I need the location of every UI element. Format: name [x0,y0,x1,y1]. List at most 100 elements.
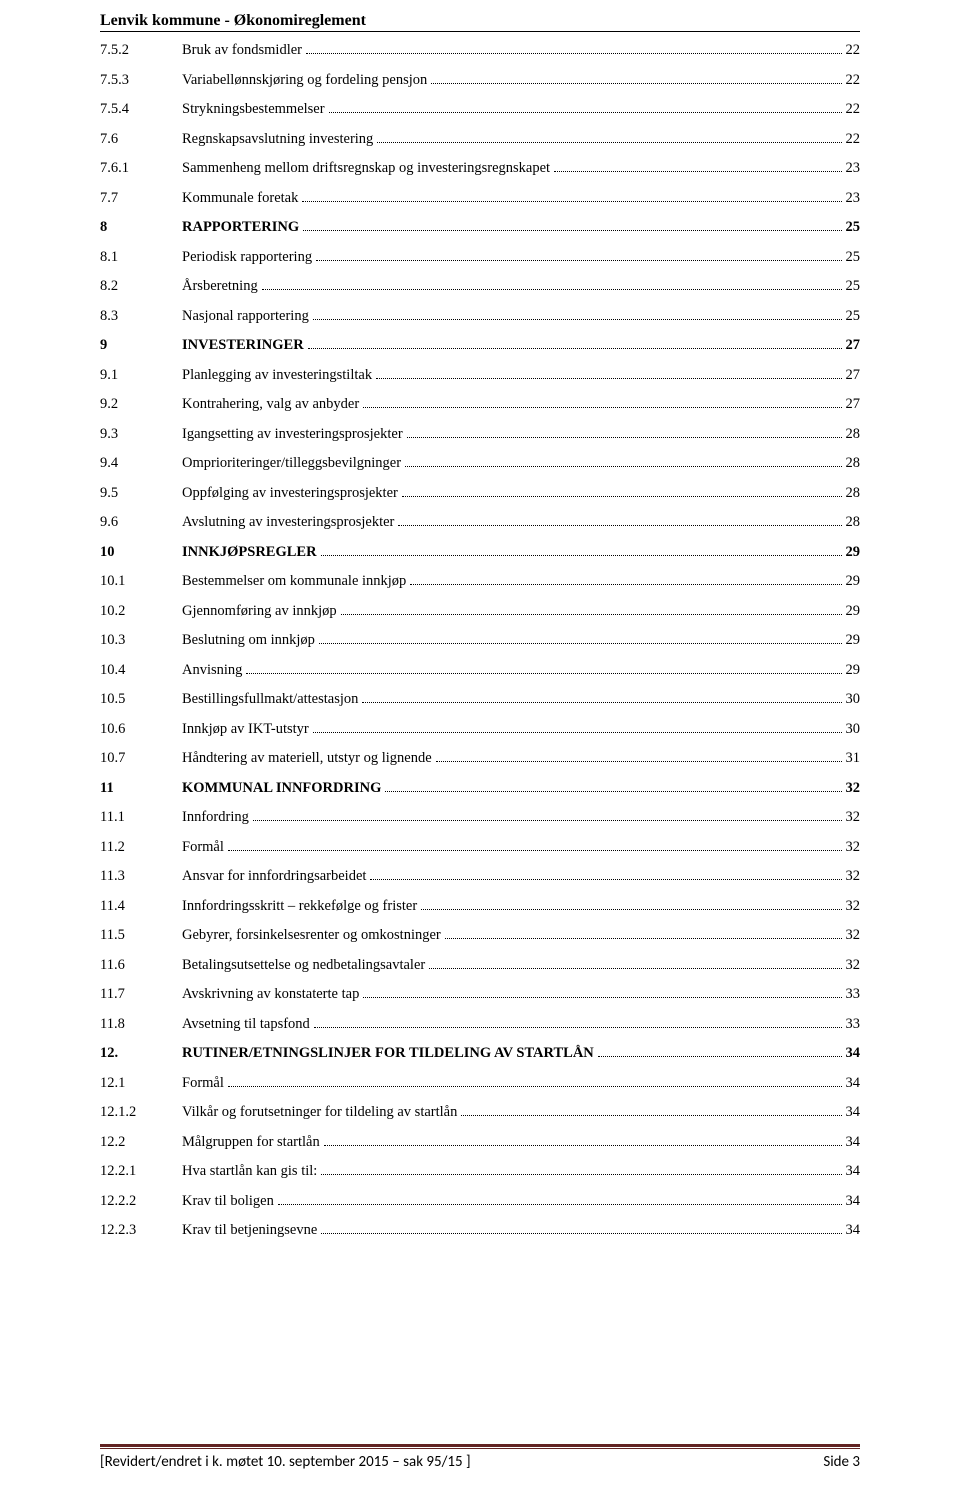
toc-row: 9.1Planlegging av investeringstiltak 27 [100,367,860,384]
toc-leader-dots [431,83,841,84]
toc-label: Bestillingsfullmakt/attestasjon [182,691,358,708]
toc-leader-dots [262,289,842,290]
toc-leader-dots [461,1115,841,1116]
toc-leader-dots [321,1174,841,1175]
toc-page-number: 22 [846,101,861,118]
toc-row: 11KOMMUNAL INNFORDRING 32 [100,780,860,797]
toc-leader-dots [436,761,842,762]
toc-label: Oppfølging av investeringsprosjekter [182,485,398,502]
toc-page-number: 25 [846,219,861,236]
toc-number: 10.7 [100,750,182,767]
toc-page-number: 32 [846,839,861,856]
toc-number: 10 [100,544,182,561]
toc-leader-dots [385,791,841,792]
toc-page-number: 32 [846,898,861,915]
toc-leader-dots [410,584,841,585]
toc-row: 10.5Bestillingsfullmakt/attestasjon 30 [100,691,860,708]
toc-row: 7.5.4Strykningsbestemmelser 22 [100,101,860,118]
toc-row: 11.5Gebyrer, forsinkelsesrenter og omkos… [100,927,860,944]
toc-number: 12.2 [100,1134,182,1151]
toc-leader-dots [370,879,841,880]
toc-number: 11.6 [100,957,182,974]
toc-row: 10INNKJØPSREGLER 29 [100,544,860,561]
toc-page-number: 27 [846,396,861,413]
toc-leader-dots [429,968,841,969]
toc-row: 10.7Håndtering av materiell, utstyr og l… [100,750,860,767]
toc-label: Krav til betjeningsevne [182,1222,317,1239]
toc-row: 11.7Avskrivning av konstaterte tap 33 [100,986,860,1003]
toc-number: 9.4 [100,455,182,472]
toc-leader-dots [405,466,841,467]
toc-page-number: 27 [846,337,861,354]
footer-left: [Revidert/endret i k. møtet 10. septembe… [100,1453,471,1471]
toc-label: Avslutning av investeringsprosjekter [182,514,394,531]
toc-number: 12.2.1 [100,1163,182,1180]
toc-label: Omprioriteringer/tilleggsbevilgninger [182,455,401,472]
toc-page-number: 28 [846,485,861,502]
toc-row: 7.5.2Bruk av fondsmidler 22 [100,42,860,59]
toc-leader-dots [228,850,842,851]
toc-number: 9.6 [100,514,182,531]
toc-number: 10.5 [100,691,182,708]
toc-leader-dots [554,171,841,172]
toc-page-number: 25 [846,308,861,325]
toc-page-number: 29 [846,662,861,679]
toc-label: Betalingsutsettelse og nedbetalingsavtal… [182,957,425,974]
toc-label: Formål [182,839,224,856]
toc-row: 8.2Årsberetning 25 [100,278,860,295]
toc-leader-dots [321,1233,841,1234]
toc-number: 7.6 [100,131,182,148]
toc-label: Innfordringsskritt – rekkefølge og frist… [182,898,417,915]
toc-label: Planlegging av investeringstiltak [182,367,372,384]
toc-number: 7.6.1 [100,160,182,177]
toc-page-number: 28 [846,514,861,531]
toc-label: Variabellønnskjøring og fordeling pensjo… [182,72,427,89]
toc-number: 10.1 [100,573,182,590]
toc-page-number: 22 [846,131,861,148]
toc-row: 9INVESTERINGER 27 [100,337,860,354]
document-page: Lenvik kommune - Økonomireglement 7.5.2B… [0,0,960,1499]
toc-number: 11.4 [100,898,182,915]
toc-page-number: 30 [846,691,861,708]
toc-row: 12.1Formål 34 [100,1075,860,1092]
toc-label: Årsberetning [182,278,258,295]
toc-leader-dots [407,437,842,438]
toc-page-number: 28 [846,426,861,443]
toc-leader-dots [324,1145,842,1146]
toc-number: 10.6 [100,721,182,738]
toc-label: Kommunale foretak [182,190,298,207]
toc-page-number: 34 [846,1045,861,1062]
footer-text: [Revidert/endret i k. møtet 10. septembe… [100,1453,860,1471]
toc-row: 10.6Innkjøp av IKT-utstyr 30 [100,721,860,738]
toc-page-number: 32 [846,957,861,974]
toc-row: 11.3 Ansvar for innfordringsarbeidet 32 [100,868,860,885]
toc-number: 11.1 [100,809,182,826]
toc-page-number: 31 [846,750,861,767]
toc-row: 7.7Kommunale foretak 23 [100,190,860,207]
toc-leader-dots [314,1027,842,1028]
table-of-contents: 7.5.2Bruk av fondsmidler 22 7.5.3Variabel… [100,42,860,1239]
toc-leader-dots [313,319,842,320]
toc-leader-dots [253,820,842,821]
toc-leader-dots [308,348,842,349]
toc-row: 12.RUTINER/ETNINGSLINJER FOR TILDELING A… [100,1045,860,1062]
toc-leader-dots [313,732,842,733]
toc-label: Håndtering av materiell, utstyr og ligne… [182,750,432,767]
toc-page-number: 22 [846,42,861,59]
toc-page-number: 34 [846,1163,861,1180]
toc-page-number: 29 [846,603,861,620]
toc-label: KOMMUNAL INNFORDRING [182,780,381,797]
toc-number: 11.5 [100,927,182,944]
toc-leader-dots [303,230,841,231]
toc-label: Gjennomføring av innkjøp [182,603,337,620]
toc-row: 12.2Målgruppen for startlån 34 [100,1134,860,1151]
toc-number: 7.5.2 [100,42,182,59]
toc-number: 8.3 [100,308,182,325]
toc-number: 12. [100,1045,182,1062]
toc-leader-dots [363,407,841,408]
toc-leader-dots [246,673,841,674]
toc-page-number: 22 [846,72,861,89]
toc-number: 7.5.3 [100,72,182,89]
toc-label: Innkjøp av IKT-utstyr [182,721,309,738]
toc-label: Innfordring [182,809,249,826]
